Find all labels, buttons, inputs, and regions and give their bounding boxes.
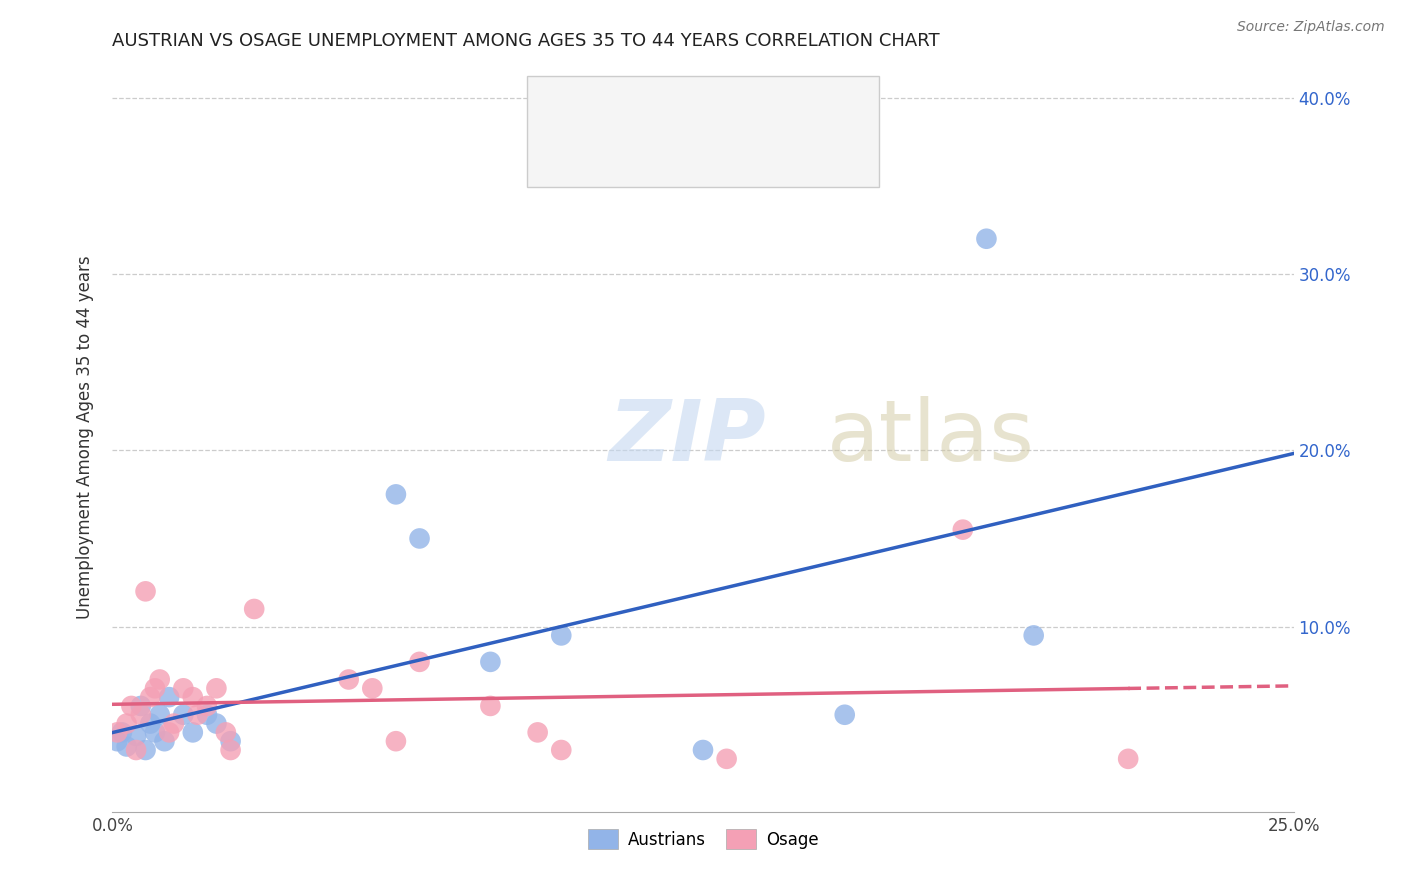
Point (205, 681, 228, 696)
Point (129, 698, 152, 713)
Point (976, 232, 998, 246)
Point (157, 725, 180, 739)
Point (550, 628, 572, 642)
Point (716, 752, 738, 766)
Text: R =: R = (591, 145, 628, 163)
Text: 22: 22 (787, 101, 813, 119)
Point (115, 716, 138, 731)
Point (408, 655, 430, 669)
Text: atlas: atlas (827, 395, 1035, 479)
Point (219, 743, 242, 757)
Point (149, 707, 172, 722)
Point (186, 707, 208, 722)
Point (219, 734, 242, 748)
Point (181, 725, 204, 739)
Text: AUSTRIAN VS OSAGE UNEMPLOYMENT AMONG AGES 35 TO 44 YEARS CORRELATION CHART: AUSTRIAN VS OSAGE UNEMPLOYMENT AMONG AGE… (112, 32, 941, 50)
Point (385, 487, 408, 501)
Point (479, 698, 502, 713)
Text: 0.285: 0.285 (638, 145, 696, 163)
Text: Source: ZipAtlas.com: Source: ZipAtlas.com (1237, 20, 1385, 34)
Y-axis label: Unemployment Among Ages 35 to 44 years: Unemployment Among Ages 35 to 44 years (76, 255, 94, 619)
Point (385, 734, 408, 748)
Point (143, 725, 166, 739)
Point (172, 707, 194, 722)
Text: 0.520: 0.520 (638, 101, 695, 119)
Point (479, 655, 502, 669)
Point (361, 681, 384, 696)
Point (952, 523, 974, 537)
Point (129, 707, 152, 722)
Point (172, 681, 194, 696)
Point (143, 681, 166, 696)
Point (153, 734, 176, 748)
Point (120, 698, 142, 713)
Point (834, 707, 856, 722)
Point (149, 673, 172, 687)
Text: N =: N = (735, 101, 775, 119)
Point (135, 584, 157, 599)
Point (105, 725, 128, 739)
Point (1022, 628, 1045, 642)
Point (125, 743, 148, 757)
Bar (548, 98, 581, 124)
Point (243, 602, 266, 616)
Point (157, 690, 180, 705)
Point (139, 690, 162, 705)
Point (195, 707, 218, 722)
Point (181, 690, 204, 705)
Point (215, 725, 238, 739)
Point (163, 716, 186, 731)
Point (125, 729, 148, 743)
Text: R =: R = (591, 101, 628, 119)
Point (105, 734, 128, 748)
Point (337, 673, 360, 687)
Point (1116, 752, 1139, 766)
Point (205, 716, 228, 731)
Point (526, 725, 548, 739)
Point (195, 698, 218, 713)
Point (111, 725, 134, 739)
Text: N =: N = (735, 145, 775, 163)
Text: ZIP: ZIP (609, 395, 766, 479)
Legend: Austrians, Osage: Austrians, Osage (581, 822, 825, 855)
Point (408, 532, 430, 546)
Bar (548, 143, 581, 169)
Point (139, 716, 162, 731)
Point (550, 743, 572, 757)
Text: 29: 29 (787, 145, 813, 163)
Point (692, 743, 714, 757)
Point (115, 739, 138, 754)
Point (135, 743, 157, 757)
